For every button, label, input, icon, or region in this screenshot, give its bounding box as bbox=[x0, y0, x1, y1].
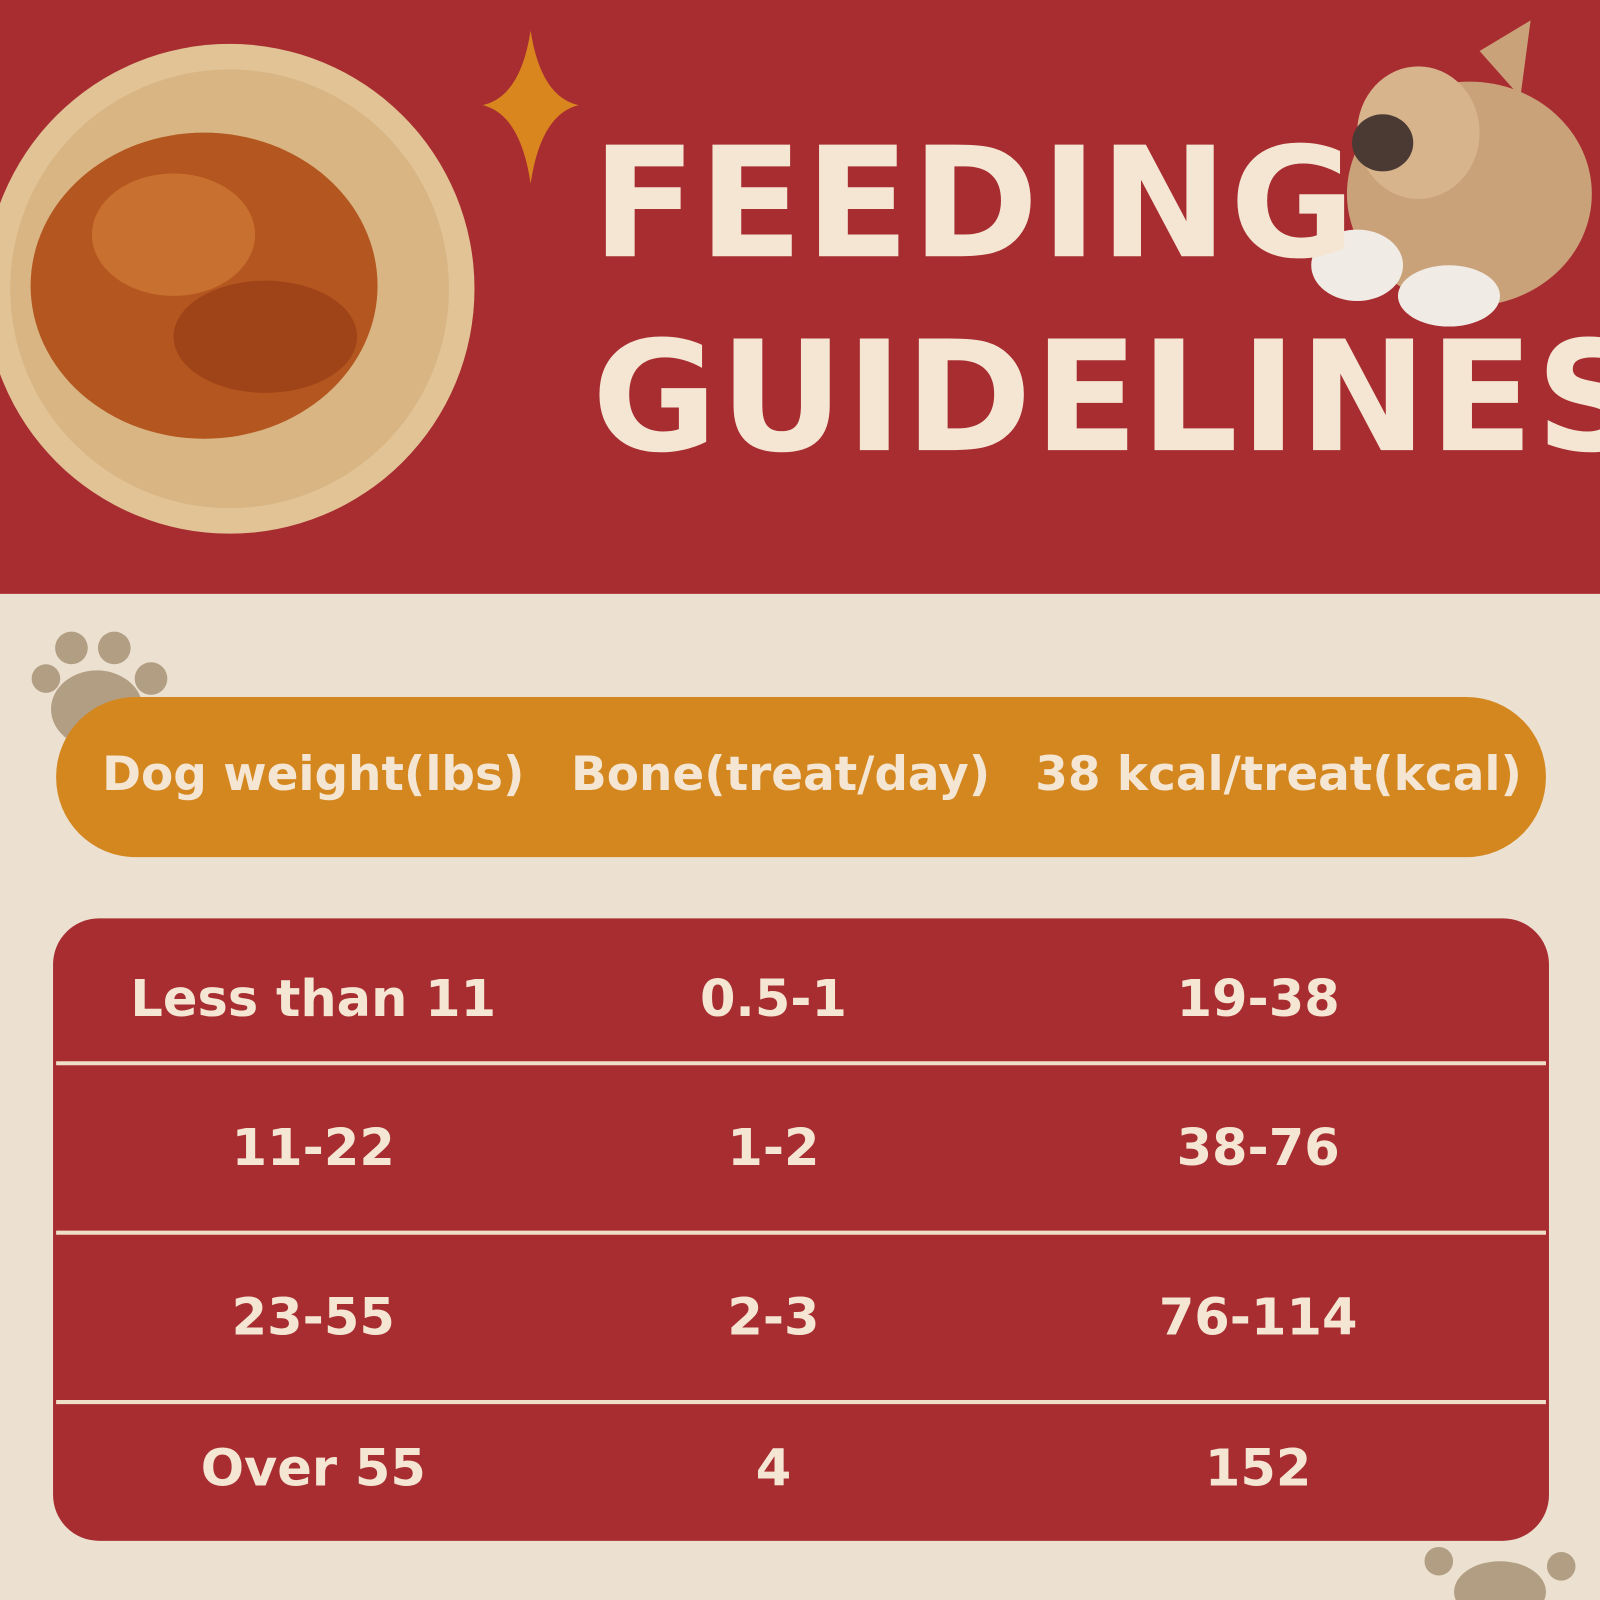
sparkle bbox=[482, 30, 579, 184]
title-line: GUIDELINES bbox=[592, 309, 1600, 487]
table-cell: 0.5-1 bbox=[700, 970, 847, 1029]
table-cell: 23-55 bbox=[232, 1288, 395, 1347]
table-body bbox=[53, 918, 1549, 1541]
title-line: FEEDING bbox=[592, 115, 1358, 293]
puppy bbox=[1311, 20, 1592, 327]
plate bbox=[0, 43, 475, 534]
table-cell: 19-38 bbox=[1177, 970, 1340, 1029]
table-cell: 4 bbox=[756, 1439, 792, 1498]
table-cell: Over 55 bbox=[201, 1439, 426, 1498]
table-cell: Less than 11 bbox=[130, 970, 496, 1029]
header-row bbox=[56, 696, 1546, 858]
column-header: 38 kcal/treat(kcal) bbox=[1035, 747, 1522, 802]
table-cell: 152 bbox=[1205, 1439, 1312, 1498]
column-header: Dog weight(lbs) bbox=[102, 747, 524, 802]
table-cell: 1-2 bbox=[727, 1119, 819, 1178]
table-cells: Less than 11 0.5-1 19-38 11-22 1-2 38-76 23-55… bbox=[130, 970, 1357, 1498]
table-cell: 38-76 bbox=[1177, 1119, 1340, 1178]
row-dividers bbox=[56, 1061, 1546, 1405]
table-cell: 76-114 bbox=[1159, 1288, 1358, 1347]
table-cell: 2-3 bbox=[727, 1288, 819, 1347]
column-header: Bone(treat/day) bbox=[571, 747, 990, 802]
table-cell: 11-22 bbox=[232, 1119, 395, 1178]
